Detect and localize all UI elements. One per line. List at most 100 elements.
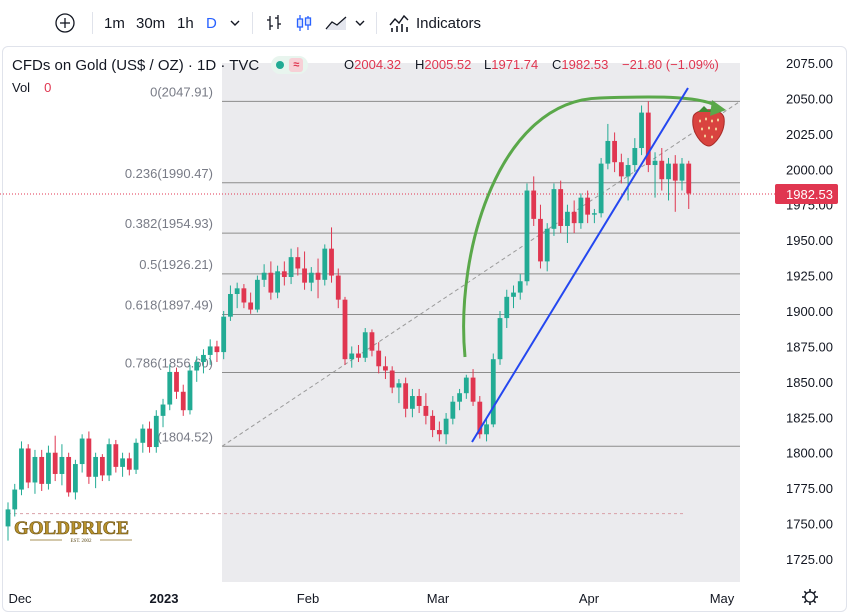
candle-body bbox=[565, 211, 570, 226]
candle-body bbox=[618, 162, 624, 177]
candle bbox=[558, 180, 564, 234]
candle bbox=[645, 101, 651, 173]
candle-body bbox=[436, 430, 442, 435]
candle bbox=[686, 160, 692, 209]
candle-body bbox=[288, 257, 294, 277]
price-tick-label: 2075.00 bbox=[786, 56, 833, 71]
candle-body bbox=[329, 248, 334, 276]
add-symbol-button[interactable] bbox=[54, 11, 76, 35]
candle bbox=[625, 157, 631, 201]
candle-body bbox=[396, 383, 402, 388]
candle bbox=[180, 384, 186, 416]
bar-style-button[interactable] bbox=[264, 11, 284, 35]
candle bbox=[241, 284, 247, 309]
candle-body bbox=[645, 112, 651, 166]
candle bbox=[46, 445, 51, 490]
price-tick-label: 1925.00 bbox=[786, 269, 833, 284]
candle bbox=[66, 452, 72, 497]
candle-body bbox=[463, 377, 469, 394]
candle bbox=[436, 421, 442, 442]
ohlc-open: O2004.32 bbox=[344, 57, 402, 72]
candle bbox=[214, 340, 220, 363]
interval-1h-button[interactable]: 1h bbox=[177, 14, 194, 32]
candle bbox=[618, 153, 624, 184]
fib-level-label: 0.5(1926.21) bbox=[139, 257, 213, 272]
candle bbox=[335, 268, 341, 309]
candle-body bbox=[99, 456, 105, 476]
candle-body bbox=[686, 163, 692, 194]
style-dropdown-button[interactable] bbox=[354, 11, 366, 35]
candle-body bbox=[652, 160, 658, 166]
interval-dropdown-button[interactable] bbox=[229, 11, 241, 35]
candle-body bbox=[349, 353, 355, 360]
strawberry-seed bbox=[701, 127, 703, 131]
candle-body bbox=[93, 456, 99, 477]
fib-level-label: 0(2047.91) bbox=[150, 84, 213, 99]
candle-body bbox=[356, 353, 361, 358]
market-status-pill[interactable]: ≈ bbox=[271, 56, 309, 74]
candle-body bbox=[410, 396, 415, 409]
candle bbox=[207, 339, 213, 365]
candle bbox=[349, 346, 355, 368]
candle bbox=[167, 364, 173, 411]
candle-body bbox=[133, 442, 139, 470]
interval-d-button[interactable]: D bbox=[206, 14, 217, 32]
candle bbox=[571, 200, 577, 234]
candle-body bbox=[383, 366, 388, 371]
price-tick-label: 1900.00 bbox=[786, 304, 833, 319]
trendline[interactable] bbox=[471, 87, 689, 443]
candle-body bbox=[342, 299, 348, 360]
candle-body bbox=[153, 415, 159, 448]
fib-level-label: 0.786(1856.60) bbox=[125, 356, 213, 371]
strawberry-seed bbox=[699, 119, 701, 123]
candle-body bbox=[632, 148, 638, 166]
candlestick-style-button[interactable] bbox=[294, 11, 314, 35]
candle-body bbox=[241, 288, 247, 303]
candle bbox=[544, 223, 550, 272]
candle-body bbox=[666, 163, 671, 180]
candle bbox=[679, 157, 685, 191]
candle-body bbox=[538, 218, 543, 262]
strawberry-seed bbox=[711, 119, 713, 123]
candle-body bbox=[376, 350, 382, 367]
candle bbox=[126, 452, 132, 476]
candle bbox=[295, 247, 301, 276]
candle bbox=[160, 398, 166, 428]
price-axis[interactable]: 2075.002050.002025.002000.001975.001950.… bbox=[775, 56, 838, 567]
candle-body bbox=[369, 332, 375, 351]
candle bbox=[113, 439, 119, 473]
time-axis-label: Apr bbox=[579, 591, 600, 606]
interval-1m-button[interactable]: 1m bbox=[104, 14, 125, 32]
candle-body bbox=[275, 271, 280, 293]
candle bbox=[261, 264, 267, 287]
candle bbox=[234, 282, 240, 309]
time-axis[interactable]: Dec 2023 Feb Mar Apr May bbox=[8, 589, 818, 606]
candle-body bbox=[484, 424, 489, 435]
price-tick-label: 1850.00 bbox=[786, 375, 833, 390]
interval-30m-button[interactable]: 30m bbox=[136, 14, 166, 32]
candle-body bbox=[517, 281, 523, 293]
price-tick-label: 1725.00 bbox=[786, 552, 833, 567]
candle-body bbox=[551, 189, 557, 229]
candle bbox=[254, 275, 260, 313]
area-style-button[interactable] bbox=[324, 11, 348, 35]
candle-body bbox=[25, 448, 31, 483]
candle bbox=[369, 329, 375, 357]
candle bbox=[484, 417, 489, 442]
candle bbox=[403, 377, 409, 418]
last-price-label: 1982.53 bbox=[786, 187, 833, 202]
indicators-label: Indicators bbox=[416, 14, 482, 32]
indicators-button[interactable]: Indicators bbox=[388, 11, 481, 35]
candle-body bbox=[32, 456, 38, 483]
candle-body bbox=[234, 288, 240, 294]
candle bbox=[531, 176, 537, 226]
candle-body bbox=[281, 271, 287, 277]
arc-annotation[interactable] bbox=[462, 95, 721, 358]
chart-legend: CFDs on Gold (US$ / OZ) · 1D · TVC ≈ bbox=[12, 55, 309, 75]
candle-body bbox=[578, 197, 584, 224]
candle-body bbox=[598, 163, 604, 214]
candle-body bbox=[52, 452, 58, 474]
symbol-title[interactable]: CFDs on Gold (US$ / OZ) · 1D · TVC bbox=[12, 56, 260, 74]
goldprice-logo: GOLDPRICE EST. 2002 bbox=[14, 518, 132, 544]
